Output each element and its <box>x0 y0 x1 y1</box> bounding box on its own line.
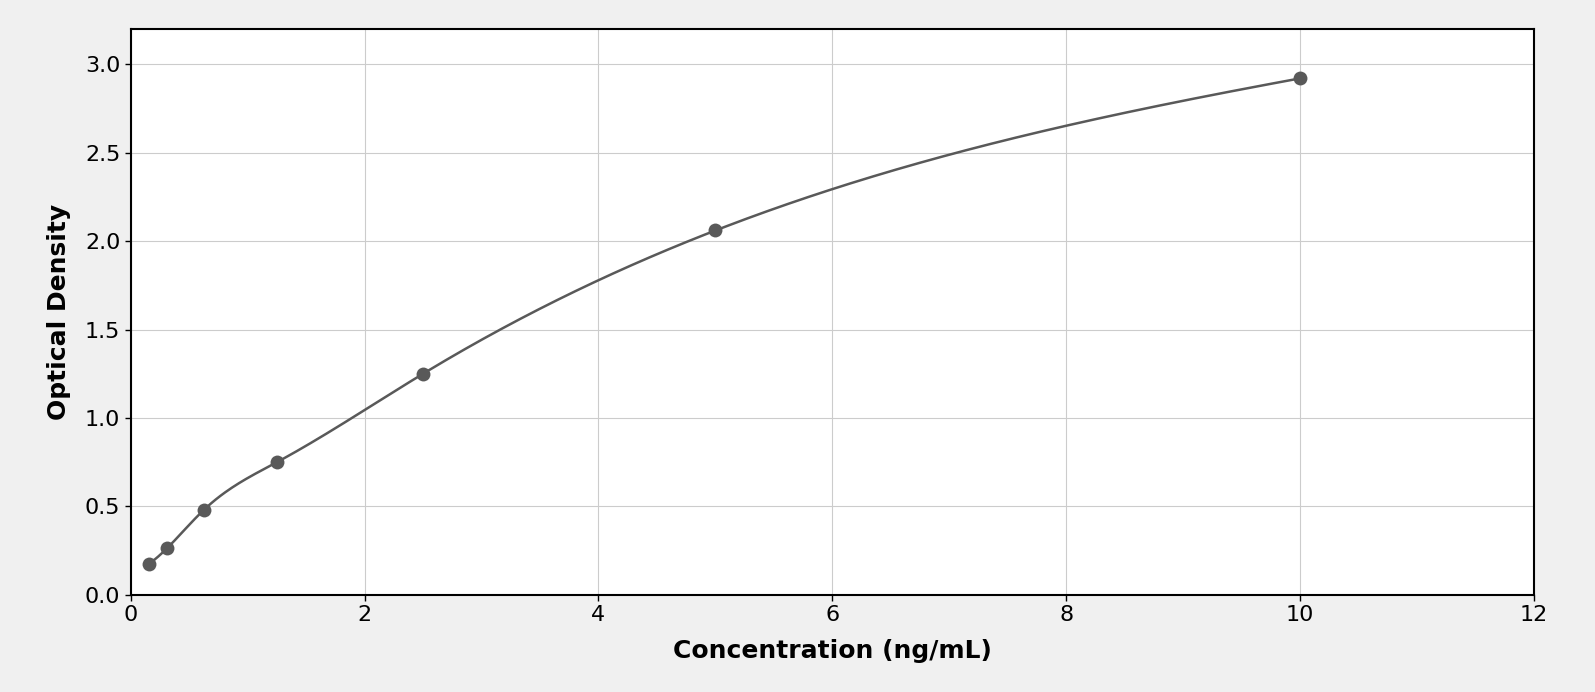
Point <box>410 368 435 379</box>
Point <box>136 558 161 570</box>
Point <box>265 457 290 468</box>
X-axis label: Concentration (ng/mL): Concentration (ng/mL) <box>673 639 992 663</box>
Y-axis label: Optical Density: Optical Density <box>46 203 70 420</box>
Point <box>1287 73 1313 84</box>
Point <box>155 543 180 554</box>
Point <box>703 225 729 236</box>
Point <box>191 504 217 516</box>
